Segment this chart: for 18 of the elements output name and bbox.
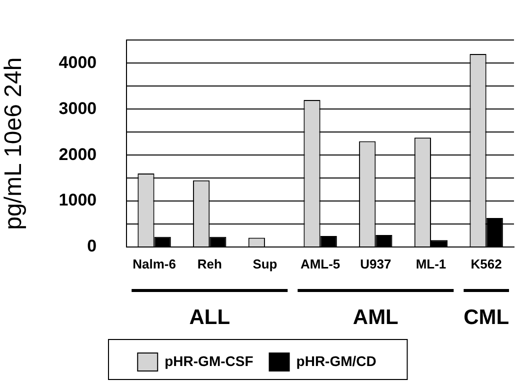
y-tick-label: 0 bbox=[87, 236, 97, 256]
text: CML bbox=[464, 306, 510, 329]
y-tick-label: 1000 bbox=[58, 190, 97, 210]
x-tick-label: ML-1 bbox=[416, 256, 446, 272]
x-tick-label: AML-5 bbox=[300, 256, 340, 272]
y-tick-label: 3000 bbox=[58, 98, 97, 118]
legend-label: pHR-GM/CD bbox=[296, 352, 376, 369]
x-tick-label: K562 bbox=[470, 256, 502, 272]
text: ALL bbox=[189, 306, 230, 329]
x-tick-label: U937 bbox=[360, 256, 392, 272]
x-tick-label: Reh bbox=[197, 256, 222, 272]
y-tick-label: 2000 bbox=[58, 144, 97, 164]
y-tick-label: 4000 bbox=[58, 52, 97, 72]
x-tick-label: Sup bbox=[252, 256, 278, 272]
legend-label: pHR-GM-CSF bbox=[164, 352, 254, 369]
y-axis-title: pg/mL 10e6 24h bbox=[0, 57, 28, 230]
text: AML bbox=[352, 306, 399, 329]
x-tick-label: Nalm-6 bbox=[132, 256, 176, 272]
